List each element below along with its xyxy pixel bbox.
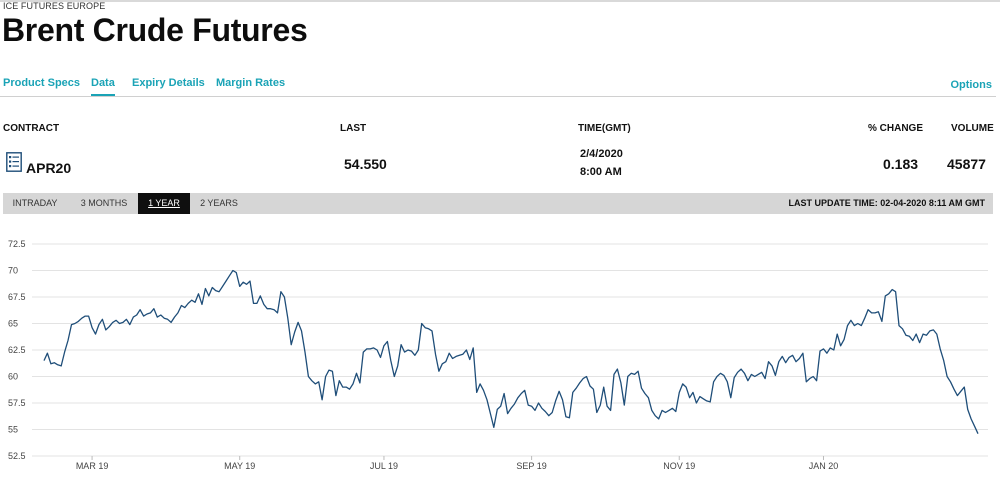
header-volume: VOLUME: [951, 123, 994, 134]
y-tick-label: 67.5: [8, 292, 26, 302]
y-tick-label: 62.5: [8, 345, 26, 355]
y-tick-label: 55: [8, 425, 18, 435]
tab-product-specs[interactable]: Product Specs: [3, 77, 81, 89]
contract-document-icon[interactable]: [6, 152, 22, 172]
product-tabs: Product Specs Data Expiry Details Margin…: [0, 77, 996, 97]
x-tick-label: MAR 19: [76, 461, 109, 471]
time-date: 2/4/2020: [580, 148, 623, 160]
options-link[interactable]: Options: [950, 79, 992, 91]
page-title: Brent Crude Futures: [2, 12, 308, 48]
x-tick-label: MAY 19: [224, 461, 255, 471]
x-tick-label: JUL 19: [370, 461, 398, 471]
x-tick-label: JAN 20: [809, 461, 839, 471]
y-tick-label: 70: [8, 266, 18, 276]
top-border: [0, 0, 1000, 2]
tab-data[interactable]: Data: [91, 77, 115, 96]
y-tick-label: 52.5: [8, 451, 26, 461]
tab-expiry-details[interactable]: Expiry Details: [132, 77, 205, 89]
percent-change: 0.183: [883, 156, 919, 172]
y-tick-label: 72.5: [8, 239, 26, 249]
header-time: TIME(GMT): [578, 123, 631, 134]
range-2-years[interactable]: 2 YEARS: [200, 198, 238, 208]
header-last: LAST: [340, 123, 367, 134]
series-line-brent[interactable]: [43, 269, 979, 434]
exchange-label: ICE FUTURES EUROPE: [3, 1, 106, 11]
range-selector: INTRADAY 3 MONTHS 1 YEAR 2 YEARS LAST UP…: [3, 193, 993, 214]
x-tick-label: SEP 19: [516, 461, 546, 471]
range-1-year[interactable]: 1 YEAR: [138, 193, 190, 214]
last-update-time: LAST UPDATE TIME: 02-04-2020 8:11 AM GMT: [788, 198, 985, 208]
header-change: % CHANGE: [868, 123, 924, 134]
y-tick-label: 57.5: [8, 398, 26, 408]
tab-margin-rates[interactable]: Margin Rates: [216, 77, 286, 89]
range-intraday[interactable]: INTRADAY: [12, 198, 58, 208]
time-clock: 8:00 AM: [580, 166, 622, 178]
price-chart: 52.5 55 57.5 60 62.5 65 67.5 70 72.5 MAR 19 MAY 19…: [8, 239, 988, 471]
y-tick-label: 60: [8, 372, 18, 382]
contract-value[interactable]: APR20: [26, 160, 72, 176]
header-contract: CONTRACT: [3, 123, 60, 134]
volume-value: 45877: [947, 156, 986, 172]
y-tick-label: 65: [8, 319, 18, 329]
range-3-months[interactable]: 3 MONTHS: [80, 198, 128, 208]
x-tick-label: NOV 19: [663, 461, 695, 471]
last-price: 54.550: [344, 156, 387, 172]
